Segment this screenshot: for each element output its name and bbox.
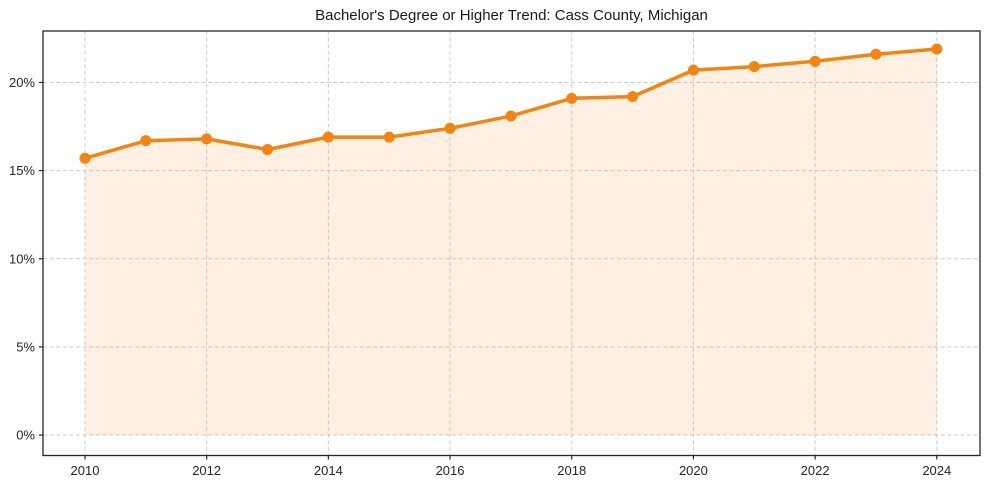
y-axis-tick-label: 15% (9, 163, 35, 178)
data-point-marker (566, 92, 578, 104)
data-point-marker (687, 64, 699, 76)
y-axis-tick-label: 0% (16, 428, 35, 443)
x-axis-tick-label: 2014 (314, 463, 343, 478)
y-axis-tick-label: 20% (9, 75, 35, 90)
x-axis-tick-label: 2010 (71, 463, 100, 478)
y-axis-tick-label: 5% (16, 339, 35, 354)
data-point-marker (79, 152, 91, 164)
data-point-marker (322, 131, 334, 143)
data-point-marker (809, 55, 821, 67)
data-point-marker (505, 110, 517, 122)
plot-frame (42, 30, 981, 457)
data-point-marker (748, 61, 760, 73)
data-point-marker (870, 48, 882, 60)
data-point-marker (383, 131, 395, 143)
data-point-marker (931, 43, 943, 55)
x-axis-tick-label: 2018 (557, 463, 586, 478)
data-point-marker (627, 91, 639, 103)
x-axis-tick-label: 2016 (436, 463, 465, 478)
x-axis-tick-label: 2012 (192, 463, 221, 478)
y-axis-tick-label: 10% (9, 251, 35, 266)
x-axis-tick-label: 2024 (922, 463, 951, 478)
data-point-marker (444, 122, 456, 134)
data-point-marker (140, 135, 152, 147)
data-point-marker (201, 133, 213, 145)
x-axis-tick-label: 2020 (679, 463, 708, 478)
chart-title: Bachelor's Degree or Higher Trend: Cass … (315, 7, 708, 24)
area-fill (85, 49, 937, 436)
x-axis-tick-label: 2022 (801, 463, 830, 478)
data-point-marker (262, 143, 274, 155)
